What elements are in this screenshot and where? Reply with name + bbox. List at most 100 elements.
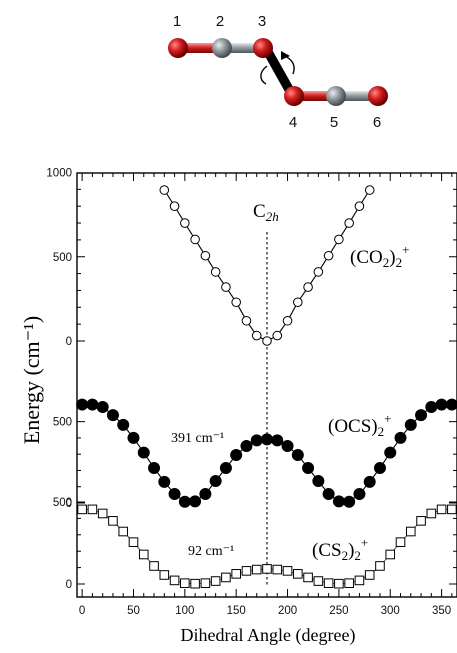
data-point [180,578,190,588]
data-point [363,475,376,488]
data-point [210,576,221,586]
data-point [221,282,231,292]
data-point [219,462,232,475]
data-point [272,564,283,575]
data-point [323,578,334,588]
data-point [159,185,170,195]
data-point [251,330,262,341]
data-point [148,462,161,475]
data-point [158,475,171,488]
c2h-label: C2h [253,201,279,224]
data-point [262,336,272,346]
data-point [282,315,293,326]
data-point [221,572,231,583]
ocs-barrier-label: 391 cm⁻¹ [171,431,224,446]
data-point [137,446,150,459]
ocs-label-sup: + [384,411,391,426]
data-point [262,564,272,574]
x-tick-label: 50 [127,605,140,617]
data-point [128,537,139,547]
data-point [312,475,325,488]
data-point [334,578,344,589]
ocs-label-main: (OCS) [328,416,378,437]
bond-1-2 [178,43,222,53]
intermolecular-wedge [261,46,297,99]
x-tick-label: 250 [329,605,348,617]
y-axis-title: Energy (cm⁻¹) [19,316,44,444]
data-point [168,488,181,501]
x-tick-label: 100 [175,605,194,617]
data-point [77,504,87,515]
series-layer [76,185,457,589]
data-point [426,508,437,519]
data-point [375,561,385,571]
data-point [343,495,356,508]
y-tick-label: 500 [53,252,72,264]
y-tick-label: 500 [53,497,72,509]
data-point [445,398,457,411]
y-tick-label: 0 [66,579,72,591]
bond-2-3 [222,43,262,53]
data-point [332,495,345,508]
atom-5-carbon [326,86,346,106]
data-point [250,434,263,447]
data-point [97,508,108,519]
data-point [364,570,375,580]
atom-3-oxygen [253,38,273,58]
data-point [189,495,202,508]
data-point [293,569,303,579]
data-point [353,488,366,501]
data-point [282,566,293,576]
data-point [159,570,170,580]
co2-label-main: (CO [350,247,383,268]
rotation-arrowhead-icon [281,51,290,60]
data-point [303,572,313,583]
data-point [127,431,140,444]
x-tick-label: 0 [79,605,85,617]
data-point [240,440,253,453]
data-point [303,282,313,292]
data-point [436,504,447,515]
molecule-diagram: 1 2 3 4 5 6 [168,13,388,131]
atom-label-2: 2 [216,13,224,30]
cs2-label-sub2: 2 [354,548,361,563]
atom-label-4: 4 [289,114,297,131]
bond-5-6 [336,91,378,101]
data-point [415,409,428,422]
atom-6-oxygen [368,86,388,106]
data-point [344,578,354,588]
y-tick-label: 500 [53,417,72,429]
series-label-cs2: (CS2)2+ [312,535,368,563]
data-point [291,449,304,462]
x-tick-label: 150 [227,605,246,617]
data-point [138,549,149,560]
c2h-label-sub: 2h [266,209,279,224]
atom-label-3: 3 [258,13,266,30]
data-point [405,526,416,537]
data-point [271,434,284,447]
data-point [117,418,130,431]
data-point [118,526,129,537]
data-point [395,537,406,547]
data-point [76,398,89,411]
atom-label-1: 1 [173,13,181,30]
data-point [230,449,243,462]
data-point [384,446,397,459]
data-point [344,218,354,228]
data-point [354,201,365,211]
c2h-label-main: C [253,201,266,222]
data-point [149,561,159,571]
data-point [447,504,457,515]
data-point [302,462,315,475]
data-point [178,495,191,508]
data-point [241,566,252,576]
data-point [272,330,283,341]
data-point [200,578,211,588]
data-point [200,250,211,261]
data-point [231,569,241,579]
data-point [180,218,190,228]
data-point [169,575,180,586]
co2-label-sub2: 2 [396,255,403,270]
x-tick-label: 200 [278,605,297,617]
